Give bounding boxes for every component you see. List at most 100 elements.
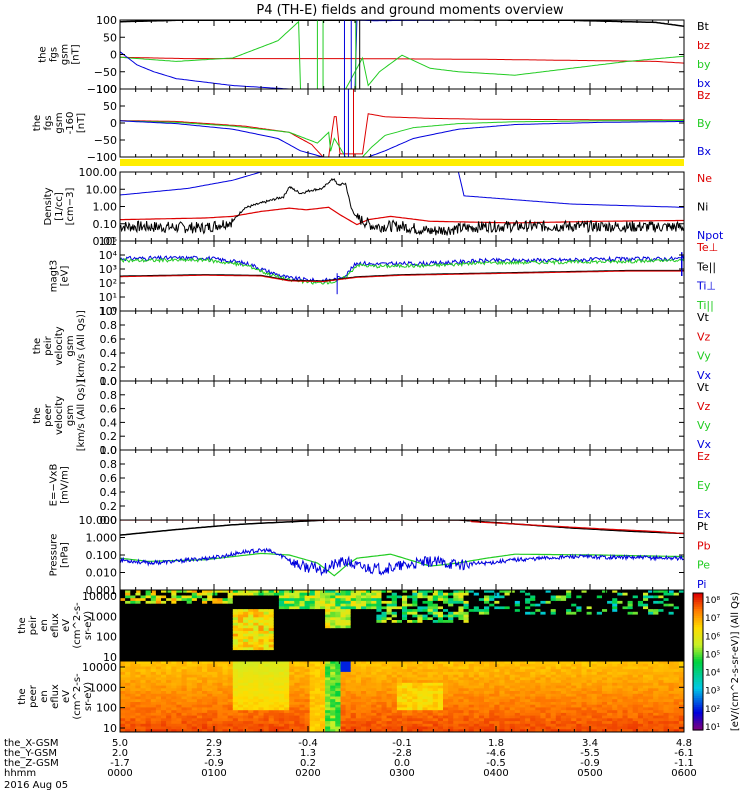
heatmap-ion-cell [243,633,249,637]
heatmap-ion-cell [161,622,167,627]
heatmap-ion-cell [530,614,536,618]
heatmap-ion-cell [668,622,675,627]
heatmap-electron-cell [202,715,208,719]
heatmap-ion-cell [253,625,259,629]
heatmap-ion-cell [596,633,603,637]
heatmap-ion-cell [273,652,280,657]
heatmap-ion-cell [504,652,511,657]
heatmap-electron-cell [509,669,516,673]
heatmap-electron-cell [145,666,152,670]
heatmap-ion-cell [155,652,162,657]
heatmap-electron-cell [355,674,362,678]
heatmap-electron-cell [237,704,244,708]
heatmap-electron-cell [186,669,193,673]
heatmap-ion-cell [376,644,383,648]
heatmap-ion-cell [237,644,244,648]
heatmap-ion-cell [581,658,588,661]
heatmap-electron-cell [437,726,444,730]
heatmap-electron-cell [391,699,398,703]
heatmap-ion-cell [591,625,598,629]
heatmap-ion-cell [478,650,485,654]
heatmap-ion-cell [350,600,357,605]
heatmap-ion-cell [478,620,485,624]
heatmap-electron-cell [484,661,490,665]
heatmap-ion-cell [304,620,311,624]
heatmap-electron-cell [227,696,234,700]
heatmap-ion-cell [289,650,295,654]
heatmap-ion-cell [222,622,229,627]
heatmap-ion-cell [140,620,147,624]
heatmap-ion-cell [314,631,321,635]
heatmap-ion-cell [176,609,183,613]
heatmap-electron-cell [237,693,244,698]
heatmap-electron-cell [386,674,393,678]
heatmap-ion-cell [243,609,249,613]
heatmap-ion-cell [181,614,188,618]
heatmap-electron-cell [448,696,454,700]
heatmap-electron-cell [135,718,142,722]
heatmap-electron-cell [473,682,480,687]
heatmap-electron-cell [345,680,352,684]
heatmap-ion-cell [161,639,167,643]
yellow-band [120,159,684,166]
heatmap-ion-cell [607,603,613,607]
heatmap-ion-cell [258,620,265,624]
heatmap-ion-cell [243,620,249,624]
heatmap-ion-cell [632,652,639,657]
heatmap-electron-cell [299,726,306,730]
heatmap-ion-cell [586,639,593,643]
heatmap-ion-cell [607,620,613,624]
heatmap-electron-cell [525,691,531,695]
heatmap-electron-cell [191,663,198,667]
heatmap-electron-cell [289,693,295,698]
heatmap-electron-cell [304,685,311,689]
heatmap-ion-cell [668,650,675,654]
heatmap-ion-cell [478,625,485,629]
heatmap-ion-cell [612,600,618,605]
heatmap-electron-cell [186,723,193,728]
heatmap-ion-cell [243,658,249,661]
heatmap-ion-cell [555,606,562,610]
heatmap-ion-cell [335,636,341,640]
heatmap-electron-cell [376,669,383,673]
heatmap-electron-cell [212,666,218,670]
heatmap-ion-cell [678,598,684,602]
heatmap-ion-cell [350,650,357,654]
heatmap-electron-cell [422,663,429,667]
heatmap-ion-cell [207,592,213,596]
heatmap-ion-cell [468,647,475,651]
heatmap-ion-cell [458,595,465,599]
heatmap-electron-cell [222,674,229,678]
series-Te-par-line [120,269,684,282]
heatmap-ion-cell [166,628,172,632]
heatmap-electron-cell [427,666,434,670]
heatmap-electron-cell [525,718,531,722]
heatmap-electron-cell [284,663,290,667]
heatmap-ion-cell [627,647,634,651]
heatmap-ion-cell [284,641,290,646]
heatmap-electron-cell [253,669,259,673]
heatmap-electron-cell [386,671,393,676]
series-Pi-line [120,547,684,577]
heatmap-ion-cell [602,658,608,661]
heatmap-electron-cell [222,721,229,725]
heatmap-ion-cell [340,647,347,651]
heatmap-ion-cell [207,598,213,602]
heatmap-electron-cell [489,674,495,678]
heatmap-electron-cell [181,663,188,667]
heatmap-ion-cell [535,652,541,657]
heatmap-ion-cell [202,617,208,621]
heatmap-ion-cell [212,644,218,648]
heatmap-electron-cell [243,710,249,714]
heatmap-ion-cell [166,600,172,605]
heatmap-ion-cell [202,625,208,629]
heatmap-ion-cell [602,636,608,640]
heatmap-ion-cell [145,603,152,607]
heatmap-electron-cell [335,677,341,681]
heatmap-ion-cell [253,652,259,657]
heatmap-electron-cell [217,685,224,689]
heatmap-ion-cell [325,658,331,661]
heatmap-ion-cell [504,595,511,599]
heatmap-ion-cell [155,590,162,594]
heatmap-ion-cell [489,628,495,632]
